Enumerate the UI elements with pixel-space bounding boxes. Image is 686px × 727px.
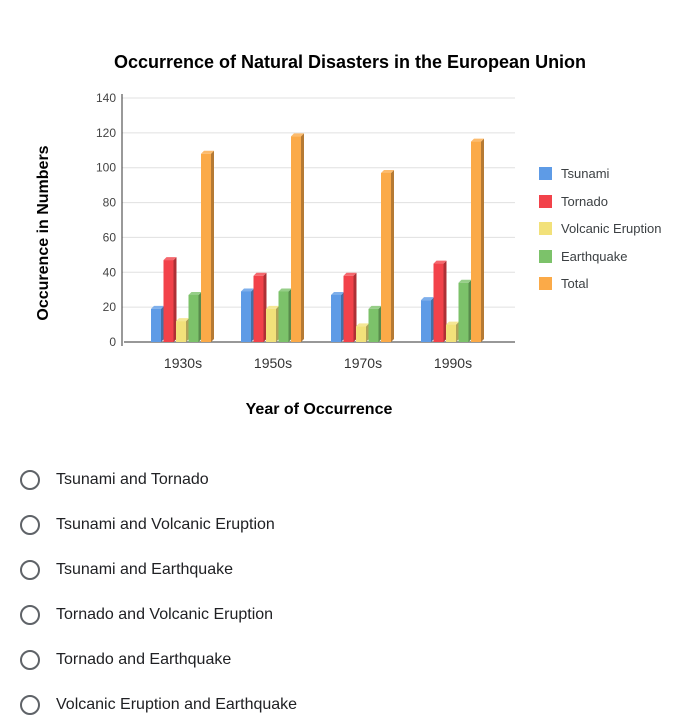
y-tick-label: 80 xyxy=(103,196,117,210)
answer-option[interactable]: Tsunami and Tornado xyxy=(20,457,297,502)
y-tick-label: 60 xyxy=(103,230,117,244)
bar-earthquake-1990s xyxy=(458,279,472,342)
legend-swatch-icon xyxy=(539,249,552,263)
legend-item: Total xyxy=(539,270,661,298)
bar-tsunami-1990s xyxy=(421,297,434,342)
bar-tsunami-1950s xyxy=(241,288,254,342)
option-label[interactable]: Tsunami and Earthquake xyxy=(56,560,233,578)
y-tick-label: 40 xyxy=(103,265,117,279)
y-tick-label: 100 xyxy=(96,161,116,175)
legend-swatch-icon xyxy=(539,222,552,236)
bar-earthquake-1970s xyxy=(368,305,382,342)
bar-tsunami-1930s xyxy=(151,305,164,342)
radio-button[interactable] xyxy=(20,559,40,580)
option-label[interactable]: Tornado and Volcanic Eruption xyxy=(56,605,274,623)
bar-volcanic-eruption-1990s xyxy=(446,321,459,342)
answer-option[interactable]: Tornado and Earthquake xyxy=(20,637,297,682)
y-tick-label: 140 xyxy=(96,91,116,105)
radio-button[interactable] xyxy=(20,604,40,625)
legend-item: Tsunami xyxy=(539,160,661,188)
bar-volcanic-eruption-1970s xyxy=(356,323,369,342)
answer-options: Tsunami and Tornado Tsunami and Volcanic … xyxy=(20,457,297,727)
legend-label: Tornado xyxy=(561,193,608,209)
radio-button[interactable] xyxy=(20,694,40,715)
answer-option[interactable]: Tornado and Volcanic Eruption xyxy=(20,592,297,637)
bar-volcanic-eruption-1930s xyxy=(176,318,189,342)
legend-label: Earthquake xyxy=(561,248,628,264)
y-tick-label: 20 xyxy=(103,300,117,314)
option-label[interactable]: Tsunami and Volcanic Eruption xyxy=(56,515,275,533)
bar-total-1930s xyxy=(201,150,214,342)
legend-item: Tornado xyxy=(539,188,661,216)
answer-option[interactable]: Tsunami and Volcanic Eruption xyxy=(20,502,297,547)
option-label[interactable]: Tsunami and Tornado xyxy=(56,470,209,488)
y-tick-label: 120 xyxy=(96,126,116,140)
radio-button[interactable] xyxy=(20,469,40,490)
x-tick-label: 1970s xyxy=(344,355,382,371)
bar-tsunami-1970s xyxy=(331,291,344,342)
option-label[interactable]: Tornado and Earthquake xyxy=(56,650,232,668)
answer-option[interactable]: Volcanic Eruption and Earthquake xyxy=(20,682,297,727)
chart-title: Occurrence of Natural Disasters in the E… xyxy=(113,52,587,72)
legend-swatch-icon xyxy=(539,194,552,208)
bar-earthquake-1950s xyxy=(278,288,292,342)
radio-button[interactable] xyxy=(20,514,40,535)
x-tick-label: 1990s xyxy=(434,355,472,371)
bar-volcanic-eruption-1950s xyxy=(266,305,279,342)
bar-tornado-1930s xyxy=(163,257,177,342)
bar-total-1970s xyxy=(381,169,394,342)
y-tick-label: 0 xyxy=(109,335,116,349)
x-tick-label: 1930s xyxy=(164,355,202,371)
legend-swatch-icon xyxy=(539,277,552,291)
legend-label: Volcanic Eruption xyxy=(561,221,662,237)
legend-item: Earthquake xyxy=(539,243,661,271)
legend-label: Total xyxy=(561,276,589,292)
option-label[interactable]: Volcanic Eruption and Earthquake xyxy=(56,695,298,713)
radio-button[interactable] xyxy=(20,649,40,670)
x-axis-label: Year of Occurrence xyxy=(245,401,393,418)
chart: Occurrence of Natural Disasters in the E… xyxy=(35,52,661,418)
x-tick-label: 1950s xyxy=(254,355,292,371)
bar-total-1990s xyxy=(471,138,484,342)
answer-option[interactable]: Tsunami and Earthquake xyxy=(20,547,297,592)
legend-swatch-icon xyxy=(539,167,552,181)
legend-item: Volcanic Eruption xyxy=(539,215,661,243)
legend-label: Tsunami xyxy=(561,166,610,182)
bar-tornado-1990s xyxy=(433,260,447,342)
bar-tornado-1970s xyxy=(343,272,357,342)
plot-area: 0 20 40 60 80 100 120 140 1930s 1950s 1970s 1990s xyxy=(96,91,515,371)
bar-tornado-1950s xyxy=(253,272,267,342)
bar-total-1950s xyxy=(291,133,304,342)
legend: Tsunami Tornado Volcanic Eruption Earthquak… xyxy=(539,160,661,298)
bar-earthquake-1930s xyxy=(188,291,202,342)
